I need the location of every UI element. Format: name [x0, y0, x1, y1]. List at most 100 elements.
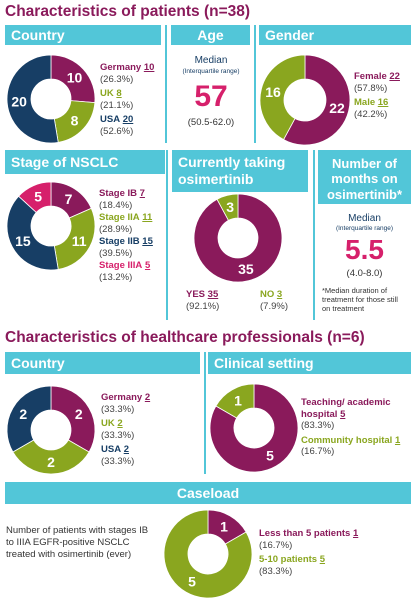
slice-usa [6, 54, 59, 144]
legend-uk: UK 8 [100, 88, 122, 99]
slice-value-label: 2 [75, 406, 83, 422]
hcp-section-title: Characteristics of healthcare profession… [5, 329, 365, 346]
caseload-description: Number of patients with stages IB to III… [6, 525, 149, 560]
patient-country-header: Country [5, 25, 161, 45]
slice-community-hospital [215, 383, 255, 419]
legend-less-than-5: Less than 5 patients 1 [259, 528, 359, 539]
osimertinib-header: Currently taking osimertinib [172, 150, 308, 192]
legend-hcp-uk-pct: (33.3%) [101, 429, 135, 441]
slice-value-label: 1 [234, 392, 242, 408]
stage-header: Stage of NSCLC [5, 150, 165, 174]
legend-uk-pct: (21.1%) [100, 99, 134, 111]
slice-value-label: 8 [71, 113, 79, 129]
patient-country-donut: 10 8 20 [6, 54, 96, 144]
legend-stage-ib: Stage IB 7 [99, 188, 145, 199]
slice-value-label: 16 [265, 84, 281, 100]
gender-donut: 22 16 [259, 54, 351, 146]
legend-hcp-germany-pct: (33.3%) [101, 403, 135, 415]
legend-hcp-germany: Germany 2 [101, 392, 151, 403]
months-median-label: Median [348, 213, 381, 224]
divider [204, 352, 206, 474]
legend-stage-iib-pct: (39.5%) [99, 247, 133, 259]
hcp-country-legend: Germany 2 (33.3%) UK 2 (33.3%) USA 2 (33… [101, 392, 150, 467]
legend-yes: YES 35 (92.1%) [186, 289, 220, 312]
divider [165, 25, 167, 143]
divider [254, 25, 256, 143]
slice-5-10-patients [163, 509, 253, 599]
divider [166, 150, 168, 320]
legend-hcp-usa-pct: (33.3%) [101, 455, 135, 467]
slice-value-label: 2 [19, 406, 27, 422]
patients-section-title: Characteristics of patients (n=38) [5, 3, 251, 20]
slice-value-label: 22 [329, 100, 345, 116]
legend-5-10-pct: (83.3%) [259, 565, 293, 577]
age-median-label: Median [194, 55, 228, 66]
legend-male-pct: (42.2%) [354, 108, 388, 120]
slice-stage-iia [53, 207, 96, 270]
slice-value-label: 7 [65, 191, 73, 207]
legend-stage-iiia: Stage IIIA 5 [99, 260, 151, 271]
legend-community-pct: (16.7%) [301, 446, 335, 457]
age-header: Age [171, 25, 250, 45]
slice-stage-iib [6, 195, 59, 271]
slice-stage-iiia [18, 181, 52, 214]
gender-header: Gender [259, 25, 411, 45]
slice-value-label: 20 [11, 94, 27, 110]
slice-no [216, 193, 239, 221]
age-median-value: 57 [194, 80, 228, 113]
osimertinib-donut: 35 3 [193, 193, 283, 283]
caseload-legend: Less than 5 patients 1 (16.7%) 5-10 pati… [259, 528, 358, 577]
slice-germany [50, 385, 96, 453]
legend-stage-iiia-pct: (13.2%) [99, 271, 133, 283]
slice-value-label: 5 [34, 189, 42, 205]
hcp-country-donut: 2 2 2 [6, 385, 96, 475]
divider [313, 150, 315, 320]
slice-value-label: 5 [266, 448, 274, 464]
clinical-setting-legend: Teaching/ academic hospital 5 (83.3%) Co… [301, 397, 400, 458]
slice-germany [50, 54, 96, 104]
legend-female-pct: (57.8%) [354, 82, 388, 94]
slice-teaching-academic-hospital [209, 383, 299, 473]
slice-value-label: 3 [226, 199, 234, 215]
legend-stage-iia-pct: (28.9%) [99, 223, 133, 235]
months-footnote: *Median duration of treatment for those … [322, 286, 398, 313]
legend-yes-pct: (92.1%) [186, 300, 220, 312]
age-iqr-label: (Interquartile range) [182, 68, 240, 75]
legend-usa: USA 20 [100, 114, 134, 125]
gender-legend: Female 22 (57.8%) Male 16 (42.2%) [354, 71, 400, 120]
slice-male [259, 54, 306, 141]
slice-value-label: 15 [15, 233, 31, 249]
legend-hcp-usa: USA 2 [101, 444, 129, 455]
legend-teaching-cont: hospital 5 [301, 408, 346, 420]
legend-female: Female 22 [354, 71, 400, 82]
slice-female [283, 54, 351, 146]
legend-usa-pct: (52.6%) [100, 125, 134, 137]
clinical-setting-header: Clinical setting [208, 352, 411, 374]
months-median-value: 5.5 [345, 234, 384, 265]
legend-no: NO 3 (7.9%) [260, 289, 288, 312]
slice-usa [6, 385, 52, 453]
legend-less-than-5-pct: (16.7%) [259, 539, 293, 551]
patient-country-legend: Germany 10 (26.3%) UK 8 (21.1%) USA 20 (… [100, 62, 154, 137]
months-iqr-label: (Interquartile range) [335, 225, 394, 232]
legend-germany-pct: (26.3%) [100, 73, 134, 85]
legend-stage-iia: Stage IIA 11 [99, 212, 153, 223]
slice-value-label: 10 [67, 69, 83, 85]
slice-value-label: 2 [47, 454, 55, 470]
caseload-header: Caseload [5, 482, 411, 504]
legend-5-10: 5-10 patients 5 [259, 554, 326, 565]
legend-hcp-uk: UK 2 [101, 418, 123, 429]
slice-uk [12, 439, 90, 475]
slice-value-label: 11 [72, 233, 87, 249]
legend-male: Male 16 [354, 97, 389, 108]
legend-teaching-pct: (83.3%) [301, 420, 335, 431]
legend-teaching: Teaching/ academic [301, 397, 391, 408]
caseload-donut: 15 [163, 509, 253, 599]
months-range: (4.0-8.0) [346, 268, 383, 279]
age-range: (50.5-62.0) [187, 117, 235, 128]
slice-value-label: 5 [188, 574, 196, 590]
hcp-country-header: Country [5, 352, 200, 374]
slice-value-label: 35 [238, 261, 254, 277]
slice-value-label: 1 [220, 518, 228, 534]
legend-stage-iib: Stage IIB 15 [99, 236, 153, 247]
